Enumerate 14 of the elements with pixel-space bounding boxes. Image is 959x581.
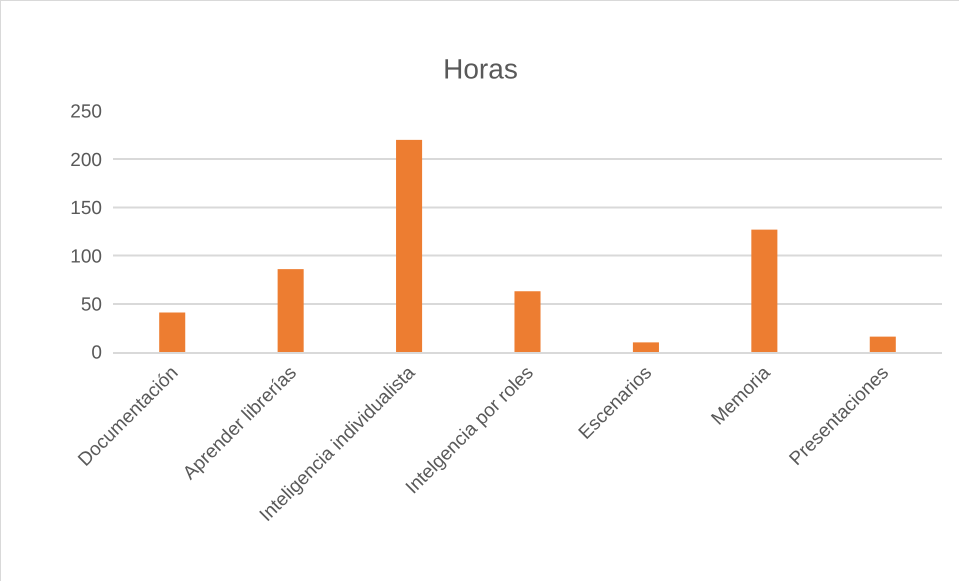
y-tick-label: 100 bbox=[70, 246, 102, 268]
y-tick-label: 200 bbox=[70, 150, 102, 171]
bar bbox=[159, 312, 186, 352]
chart-title: Horas bbox=[443, 54, 518, 85]
bar bbox=[751, 230, 778, 352]
bar bbox=[514, 291, 541, 352]
bar bbox=[870, 336, 896, 352]
y-tick-label: 50 bbox=[80, 294, 102, 316]
bar bbox=[632, 342, 659, 352]
y-tick-label: 0 bbox=[91, 342, 102, 364]
bar bbox=[396, 140, 422, 352]
y-tick-label: 150 bbox=[70, 198, 102, 220]
y-tick-label: 250 bbox=[70, 102, 102, 123]
bar bbox=[278, 269, 304, 352]
